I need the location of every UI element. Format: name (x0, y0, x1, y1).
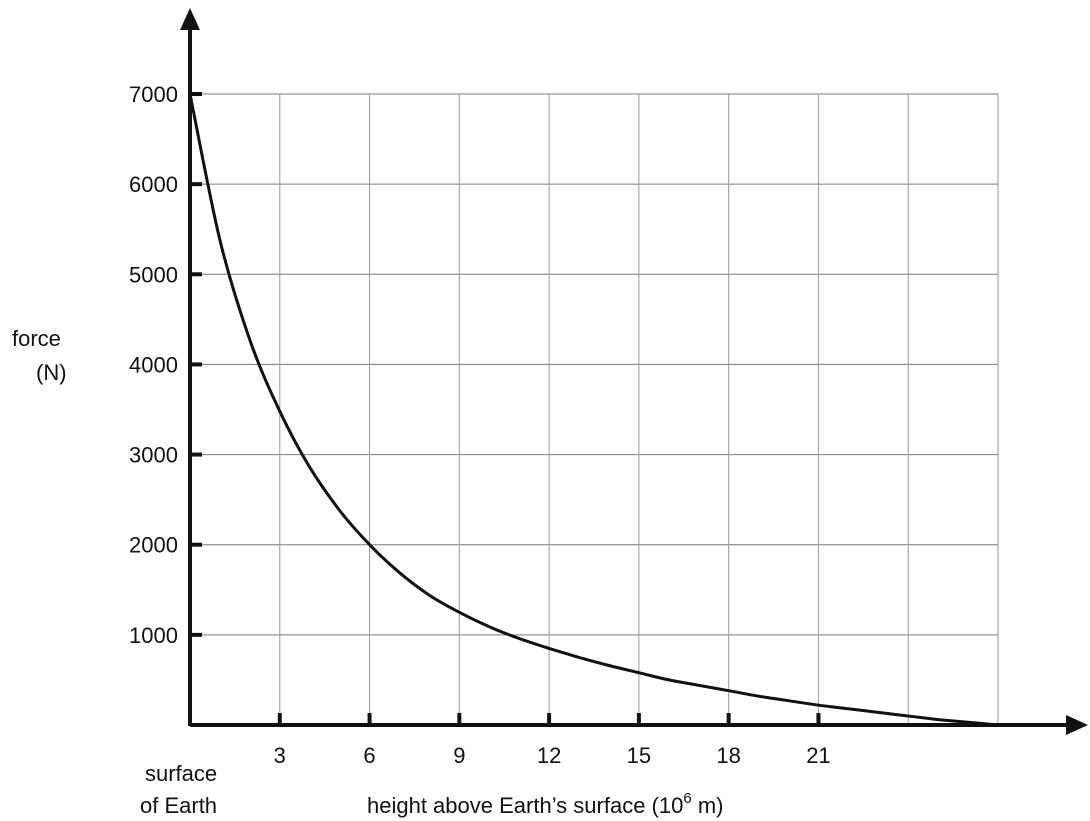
grid-lines (190, 93, 999, 725)
x-tick-label-6: 6 (363, 743, 375, 768)
x-tick-label-12: 12 (537, 743, 561, 768)
tick-marks (190, 92, 821, 725)
y-tick-label-5000: 5000 (129, 262, 178, 287)
y-axis-arrowhead (180, 8, 200, 30)
y-axis-label-line2: (N) (36, 360, 67, 385)
tick-labels: 1000 2000 3000 4000 5000 6000 7000 3 6 9 12 15 18 21 (129, 82, 831, 768)
x-axis-label: height above Earth’s surface (106 m) (367, 790, 723, 818)
x-origin-label-line1: surface (145, 761, 217, 786)
x-axis-label-tail: m) (692, 793, 724, 818)
y-tick-label-6000: 6000 (129, 172, 178, 197)
y-tick-label-1000: 1000 (129, 623, 178, 648)
x-tick-label-21: 21 (806, 743, 830, 768)
x-axis-label-main: height above Earth’s surface (10 (367, 793, 683, 818)
y-tick-label-7000: 7000 (129, 82, 178, 107)
x-axis-arrowhead (1066, 715, 1088, 735)
x-tick-label-15: 15 (627, 743, 651, 768)
x-origin-label-line2: of Earth (140, 793, 217, 818)
force-curve-0 (188, 92, 1000, 727)
axes (180, 8, 1088, 735)
y-tick-label-3000: 3000 (129, 443, 178, 468)
y-tick-label-2000: 2000 (129, 533, 178, 558)
x-tick-label-18: 18 (716, 743, 740, 768)
y-tick-label-4000: 4000 (129, 352, 178, 377)
y-axis-label-line1: force (12, 326, 61, 351)
x-tick-label-9: 9 (453, 743, 465, 768)
x-tick-label-3: 3 (274, 743, 286, 768)
x-axis-label-superscript: 6 (683, 790, 691, 807)
curve-layer (188, 92, 1000, 727)
